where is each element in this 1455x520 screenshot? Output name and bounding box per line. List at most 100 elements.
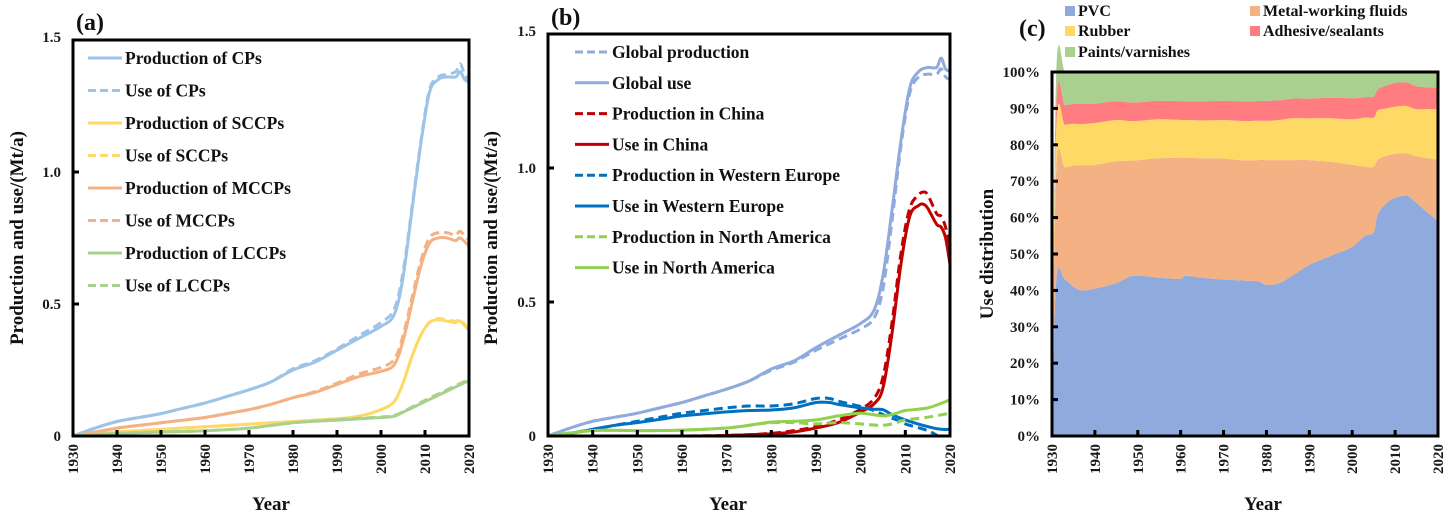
panel-a-y-tick-label: 1.0 <box>42 165 61 181</box>
panel-b-x-tick-label: 1990 <box>809 444 825 474</box>
panel-b-x-tick-label: 2010 <box>898 444 914 474</box>
panel-a-legend-item: Use of SCCPs <box>88 146 228 166</box>
panel-c-legend-swatch <box>1065 6 1075 16</box>
panel-a-x-tick-label: 2010 <box>418 444 434 474</box>
panel-a-legend: Production of CPs Use of CPs Production of… <box>88 48 291 296</box>
panel-b-x-tick-label: 1970 <box>720 444 736 474</box>
panel-b-plot-frame <box>546 32 952 438</box>
panel-c-legend-label: Adhesive/sealants <box>1263 23 1384 40</box>
panel-b-label: (b) <box>551 5 580 31</box>
panel-b-legend-item: Use in China <box>575 134 709 154</box>
panel-c-legend: PVC Metal-working fluids Rubber Adhesive/se… <box>1065 3 1407 61</box>
panel-a-x-tick-label: 1950 <box>154 444 170 474</box>
panel-b-legend: Global production Global use Production in… <box>575 42 840 278</box>
panel-a-y-tick-label: 0 <box>54 429 62 445</box>
panel-a: (a) 1930 1940 1950 1960 1970 1980 1990 2000 2010… <box>7 10 478 515</box>
panel-c-legend-item: Rubber <box>1065 23 1130 40</box>
panel-c-y-tick-label: 80% <box>1010 138 1040 154</box>
panel-c-x-tick-label: 1960 <box>1174 444 1190 474</box>
panel-b-legend-item: Global use <box>575 73 691 93</box>
panel-b-y-axis-title: Production and use/(Mt/a) <box>481 131 502 345</box>
panel-c-x-axis-title: Year <box>1244 494 1283 515</box>
panel-b-legend-item: Production in North America <box>575 227 831 247</box>
panel-c-legend-item: Metal-working fluids <box>1250 3 1407 20</box>
panel-a-legend-item: Use of MCCPs <box>88 211 235 231</box>
panel-a-series-production-of-mccps <box>73 235 469 436</box>
panel-c-legend-label: Rubber <box>1078 23 1130 40</box>
panel-c-legend-swatch <box>1065 26 1075 36</box>
panel-a-legend-item: Production of LCCPs <box>88 243 286 263</box>
panel-b-x-tick-label: 1980 <box>764 444 780 474</box>
panel-c-y-tick-label: 40% <box>1010 283 1040 299</box>
panel-b-legend-item: Use in Western Europe <box>575 196 784 216</box>
panel-c-legend-label: Metal-working fluids <box>1263 3 1407 20</box>
panel-b-x-tick-label: 2020 <box>943 444 959 474</box>
panel-a-series-production-of-cps <box>73 70 469 436</box>
panel-a-legend-label: Production of CPs <box>125 48 262 68</box>
panel-b-series-global-production <box>548 67 950 436</box>
panel-a-legend-label: Production of MCCPs <box>125 178 291 198</box>
panel-b-legend-label: Global production <box>612 42 750 62</box>
panel-a-plot-frame <box>71 38 471 438</box>
panel-b-series-global-use <box>548 56 950 436</box>
panel-c-area-paints-varnishes <box>1052 45 1438 437</box>
panel-a-legend-label: Use of LCCPs <box>125 276 230 296</box>
panel-c-y-tick-label: 30% <box>1010 320 1040 336</box>
panel-a-series-use-of-mccps <box>73 229 469 436</box>
panel-c-legend-label: PVC <box>1078 3 1111 20</box>
panel-b-legend-item: Production in Western Europe <box>575 165 840 185</box>
panel-b-y-tick-label: 0.5 <box>517 295 536 311</box>
panel-a-legend-label: Use of MCCPs <box>125 211 235 231</box>
panel-a-label: (a) <box>76 10 104 36</box>
panel-c-area-rubber <box>1052 103 1438 436</box>
panel-b-x-axis-title: Year <box>709 494 748 515</box>
panel-a-x-tick-label: 1970 <box>242 444 258 474</box>
panel-b-y-tick-label: 0 <box>529 429 537 445</box>
panel-b-y-tick-label: 1.5 <box>517 24 536 40</box>
panel-b-x-tick-label: 1930 <box>541 444 557 474</box>
panel-b-legend-label: Use in North America <box>612 258 775 278</box>
panel-a-legend-item: Production of CPs <box>88 48 262 68</box>
panel-b-x-tick-label: 1940 <box>586 444 602 474</box>
panel-b-legend-label: Production in China <box>612 104 765 124</box>
panel-c-area-adhesive-sealants <box>1052 80 1438 436</box>
panel-a-legend-item: Production of MCCPs <box>88 178 291 198</box>
panel-b-series-use-in-north-america <box>548 398 950 436</box>
panel-c-x-tick-label: 2010 <box>1388 444 1404 474</box>
panel-a-x-tick-label: 2000 <box>374 444 390 474</box>
panel-a-series-use-of-sccps <box>73 316 469 436</box>
panel-c-x-tick-label: 1940 <box>1088 444 1104 474</box>
panel-c-area-pvc <box>1052 195 1438 436</box>
panel-c-y-tick-label: 100% <box>1003 65 1041 81</box>
panel-a-x-axis-title: Year <box>252 494 291 515</box>
panel-c-y-tick-label: 60% <box>1010 211 1040 227</box>
panel-c-x-tick-label: 2020 <box>1431 444 1447 474</box>
panel-c-x-tick-label: 2000 <box>1345 444 1361 474</box>
panel-a-legend-item: Production of SCCPs <box>88 113 284 133</box>
panel-a-y-axis-title: Production and use/(Mt/a) <box>7 131 28 345</box>
panel-b: (b) 1930 1940 1950 1960 1970 1980 1990 2000 2010… <box>481 5 959 515</box>
panel-a-legend-label: Use of CPs <box>125 81 206 101</box>
panel-c-y-tick-label: 10% <box>1010 393 1040 409</box>
panel-a-x-tick-label: 1990 <box>330 444 346 474</box>
panel-a-x-tick-label: 1960 <box>198 444 214 474</box>
panel-a-y-tick-label: 0.5 <box>42 297 61 313</box>
panel-c-y-tick-label: 0% <box>1018 429 1041 445</box>
panel-c-legend-swatch <box>1065 47 1075 57</box>
panel-b-legend-label: Production in North America <box>612 227 831 247</box>
panel-c-y-tick-label: 20% <box>1010 356 1040 372</box>
panel-c-x-tick-label: 1980 <box>1259 444 1275 474</box>
panel-b-series-production-in-north-america <box>548 411 950 436</box>
panel-a-series-use-of-cps <box>73 62 469 436</box>
panel-a-x-tick-label: 1930 <box>66 444 82 474</box>
panel-b-series-use-in-western-europe <box>548 400 950 436</box>
panel-c-legend-item: PVC <box>1065 3 1111 20</box>
panel-a-legend-item: Use of LCCPs <box>88 276 230 296</box>
panel-c-y-tick-label: 70% <box>1010 174 1040 190</box>
panel-a-x-tick-label: 1980 <box>286 444 302 474</box>
panel-c-x-tick-label: 1950 <box>1131 444 1147 474</box>
panel-b-x-tick-label: 2000 <box>854 444 870 474</box>
panel-b-x-tick-label: 1950 <box>630 444 646 474</box>
panel-a-y-tick-label: 1.5 <box>42 30 61 46</box>
